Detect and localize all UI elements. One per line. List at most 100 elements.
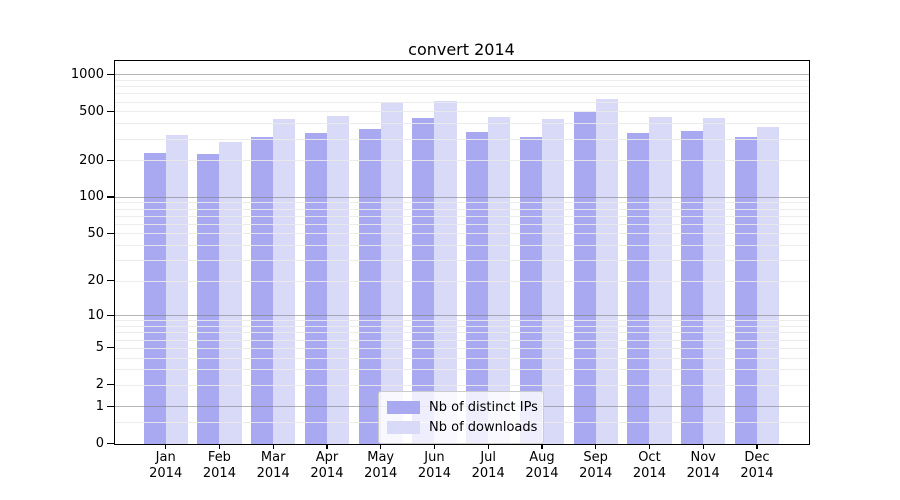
x-tick-mark (702, 443, 704, 449)
minor-gridline (114, 215, 809, 217)
x-tick-mark (541, 443, 543, 449)
y-tick-mark (107, 347, 114, 349)
x-tick-month: Dec (744, 449, 770, 465)
y-tick-mark (107, 73, 114, 76)
x-tick-year: 2014 (632, 466, 666, 481)
x-tick-month: Apr (315, 449, 339, 465)
x-tick-mark (218, 443, 221, 449)
minor-gridline (114, 357, 809, 359)
minor-gridline (114, 260, 809, 262)
minor-gridline (114, 202, 809, 204)
x-tick-year: 2014 (579, 466, 613, 481)
legend: Nb of distinct IPs Nb of downloads (378, 391, 544, 444)
x-tick-month: Sep (583, 449, 608, 465)
y-tick-label: 5 (95, 340, 104, 356)
x-tick-label-sep: Sep 2014 (566, 450, 626, 483)
minor-gridline (114, 160, 809, 162)
y-tick-mark (107, 384, 114, 386)
x-tick-mark (326, 443, 328, 449)
minor-gridline (114, 93, 809, 95)
x-tick-mark (272, 443, 274, 449)
x-tick-mark (380, 443, 382, 449)
legend-swatch-downloads (387, 420, 420, 434)
x-tick-label-jan: Jan 2014 (136, 450, 196, 483)
x-tick-label-apr: Apr 2014 (297, 450, 357, 483)
bar-downloads-nov (703, 117, 726, 444)
minor-gridline (114, 223, 809, 225)
minor-gridline (114, 339, 809, 341)
y-tick-label: 0 (95, 436, 104, 451)
legend-label-downloads: Nb of downloads (429, 419, 538, 435)
x-tick-month: Nov (690, 449, 716, 465)
x-tick-month: Jul (480, 449, 497, 465)
x-tick-mark (595, 443, 597, 449)
x-tick-label-nov: Nov 2014 (673, 450, 733, 483)
x-tick-mark (165, 443, 167, 449)
y-tick-label: 20 (87, 273, 104, 289)
bar-downloads-jul (488, 117, 511, 444)
minor-gridline (114, 369, 809, 371)
bar-downloads-apr (326, 115, 350, 444)
y-tick-label: 2 (95, 377, 104, 393)
x-tick-mark (756, 443, 758, 449)
minor-gridline (114, 123, 809, 125)
x-tick-month: Oct (638, 449, 661, 465)
minor-gridline (114, 138, 809, 140)
bar-distinct-ips-may (358, 128, 381, 444)
bar-distinct-ips-jan (143, 152, 166, 444)
bar-downloads-oct (649, 116, 672, 444)
y-tick-mark (107, 405, 114, 408)
x-tick-year: 2014 (686, 466, 720, 481)
x-tick-month: Aug (529, 449, 555, 465)
x-tick-month: Jun (424, 449, 445, 465)
plot-area (113, 60, 810, 445)
x-tick-month: Mar (260, 449, 286, 465)
x-tick-mark (648, 443, 651, 449)
minor-gridline (114, 384, 809, 386)
x-tick-year: 2014 (149, 466, 183, 481)
bar-distinct-ips-apr (304, 132, 327, 444)
x-tick-month: Jan (155, 449, 176, 465)
y-tick-label: 50 (87, 225, 104, 241)
chart-title: convert 2014 (408, 40, 515, 59)
y-tick-mark (107, 442, 114, 445)
y-tick-mark (107, 196, 114, 198)
x-tick-year: 2014 (525, 466, 559, 481)
x-tick-label-oct: Oct 2014 (619, 450, 679, 483)
minor-gridline (114, 111, 809, 113)
bar-downloads-jan (165, 134, 188, 444)
minor-gridline (114, 320, 809, 322)
bar-distinct-ips-mar (251, 137, 274, 444)
x-tick-year: 2014 (417, 466, 451, 481)
bar-downloads-sep (595, 98, 618, 444)
x-tick-label-dec: Dec 2014 (727, 450, 787, 483)
bar-distinct-ips-feb (197, 153, 220, 444)
minor-gridline (114, 86, 809, 88)
major-gridline (114, 315, 809, 317)
bar-distinct-ips-sep (573, 111, 596, 444)
x-tick-label-aug: Aug 2014 (512, 450, 572, 483)
y-tick-label: 1 (95, 398, 104, 414)
x-tick-label-feb: Feb 2014 (189, 450, 249, 483)
minor-gridline (114, 280, 809, 282)
x-tick-label-mar: Mar 2014 (243, 450, 303, 483)
y-tick-label: 10 (87, 307, 104, 323)
x-tick-year: 2014 (471, 466, 505, 481)
minor-gridline (114, 347, 809, 349)
legend-item-downloads: Nb of downloads (387, 417, 538, 437)
bar-distinct-ips-dec (734, 137, 757, 444)
x-tick-label-jun: Jun 2014 (404, 450, 464, 483)
bar-distinct-ips-jul (466, 132, 489, 444)
minor-gridline (114, 208, 809, 210)
x-tick-year: 2014 (202, 466, 236, 481)
x-tick-mark (433, 443, 436, 449)
y-tick-label: 1000 (70, 66, 104, 82)
y-tick-mark (107, 280, 114, 282)
major-gridline (114, 196, 809, 198)
y-tick-mark (107, 110, 114, 112)
y-tick-mark (107, 159, 114, 161)
x-tick-year: 2014 (310, 466, 344, 481)
y-tick-label: 200 (79, 152, 104, 168)
minor-gridline (114, 332, 809, 334)
